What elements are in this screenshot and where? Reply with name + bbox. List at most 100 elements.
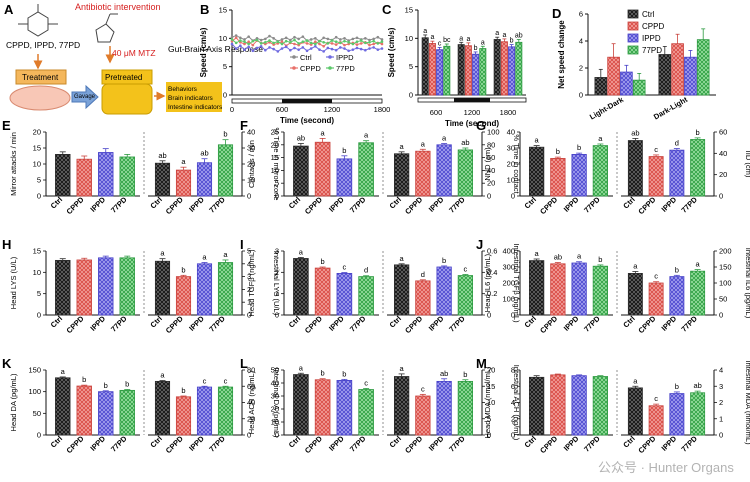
x-tick-label: Ctrl [621, 314, 637, 330]
significance-letter: a [181, 157, 186, 166]
significance-letter: b [223, 130, 227, 139]
bar-ctrl [55, 259, 71, 316]
x-tick-label: IPPD [187, 434, 206, 453]
response-item-1: Behaviors [168, 86, 198, 93]
bar-ippd [98, 257, 114, 316]
bar-ippd [436, 49, 444, 96]
right-y-tick-label: 3 [247, 272, 251, 281]
bar-ippd [669, 149, 685, 197]
bar-cppd [550, 157, 566, 197]
bar-cppd [175, 276, 192, 316]
bar-77pd [592, 265, 609, 316]
left-y-tick-label: 20 [33, 128, 41, 137]
right-y-tick-label: 4 [719, 366, 723, 375]
bar-cppd [415, 150, 431, 197]
right-y-tick-label: 40 [247, 128, 255, 137]
x-tick-label: Ctrl [388, 314, 404, 330]
x-tick-label: 77PD [582, 434, 602, 454]
right-y-tick-label: 20 [487, 366, 495, 375]
bar-77pd [217, 262, 234, 316]
right-y-tick-label: 2 [719, 398, 723, 407]
significance-letter: a [160, 249, 165, 258]
x-tick-label: Ctrl [148, 434, 164, 450]
y-tick-label: 5 [409, 62, 413, 71]
x-tick-label: CPPD [403, 314, 425, 336]
right-y-tick-label: 0.4 [487, 268, 497, 277]
x-tick-label: Ctrl [49, 195, 65, 211]
right-y-axis-label: Intestinal TGFβ (ng/mL) [512, 243, 521, 323]
bar-cppd [175, 169, 192, 197]
legend-label-77pd: 77PD [336, 64, 355, 73]
left-y-tick-label: 20 [507, 160, 515, 169]
left-y-axis-label: Head TGFβ (ng/mL) [247, 249, 256, 317]
panel-label-d: D [552, 6, 561, 21]
left-y-tick-label: 10 [507, 176, 515, 185]
significance-letter: b [577, 143, 581, 152]
dose-label: 40 μM MTZ [112, 48, 156, 58]
left-y-axis-label: NND (cm) [483, 147, 492, 181]
right-y-axis-label: % Time in mirror zone [272, 128, 281, 201]
left-y-tick-label: 0 [37, 431, 41, 440]
bar-cppd [648, 156, 664, 197]
right-y-tick-label: 20 [487, 179, 495, 188]
significance-letter: c [438, 40, 442, 47]
left-y-axis-label: Head LYS (U/L) [9, 256, 18, 309]
x-tick-label: Ctrl [621, 434, 637, 450]
legend-marker [292, 66, 296, 70]
significance-letter: c [464, 264, 468, 273]
significance-letter: b [125, 380, 129, 389]
x-tick-label: 77PD [348, 434, 368, 454]
x-tick-label: CPPD [303, 434, 325, 456]
significance-letter: c [654, 272, 658, 281]
left-y-tick-label: 100 [502, 295, 515, 304]
x-tick-label: CPPD [303, 314, 325, 336]
x-tick-label: 77PD [679, 195, 699, 215]
left-y-tick-label: 15 [271, 153, 279, 162]
bar-ippd [336, 272, 353, 316]
y-tick-label: 6 [579, 10, 583, 19]
x-tick-label: 77PD [447, 195, 467, 215]
bar-ctrl [293, 374, 309, 436]
x-tick-label: Ctrl [388, 434, 404, 450]
significance-letter: b [321, 257, 325, 266]
significance-letter: a [299, 247, 304, 256]
y-axis-label: Net speed change [557, 20, 566, 89]
legend-swatch [627, 9, 639, 19]
x-tick-label: 77PD [207, 195, 227, 215]
left-y-tick-label: 15 [33, 144, 41, 153]
x-tick-label: 0 [230, 105, 234, 114]
x-tick-label: IPPD [562, 434, 581, 453]
panel-b: B 0 5 10 15 Speed (cm/s) 0 600 1200 1800 Time (sec… [199, 2, 390, 125]
x-tick-label: CPPD [538, 434, 560, 456]
significance-letter: a [696, 260, 701, 269]
significance-letter: ab [631, 128, 639, 137]
significance-letter: a [400, 142, 405, 151]
bar-ctrl [393, 376, 410, 436]
significance-letter: a [400, 254, 405, 263]
significance-letter: ab [440, 369, 448, 378]
bar-77pd [217, 386, 234, 436]
right-y-tick-label: 5 [247, 247, 251, 256]
x-tick-label: CPPD [636, 314, 658, 336]
legend-label-ippd: IPPD [642, 34, 661, 43]
y-tick-label: 10 [405, 34, 413, 43]
compound-structure-icon [18, 4, 58, 37]
x-tick-label: CPPD [538, 314, 560, 336]
response-item-3: Intestine indicators [168, 104, 223, 111]
left-y-tick-label: 100 [28, 387, 41, 396]
right-y-tick-label: 10 [247, 176, 255, 185]
right-y-tick-label: 3 [719, 382, 723, 391]
legend-label-77pd: 77PD [642, 46, 662, 55]
x-tick-label: CPPD [164, 434, 186, 456]
x-tick-label: CPPD [65, 195, 87, 217]
significance-letter: a [421, 139, 426, 148]
bar-ippd [98, 391, 114, 436]
bar-ippd [669, 393, 685, 436]
right-y-tick-label: 80 [247, 366, 255, 375]
legend-label-ippd: IPPD [336, 53, 354, 62]
bar-cppd [76, 158, 92, 197]
left-y-tick-label: 8 [511, 366, 515, 375]
left-y-tick-label: 3 [275, 247, 279, 256]
bar-ippd [571, 375, 587, 436]
